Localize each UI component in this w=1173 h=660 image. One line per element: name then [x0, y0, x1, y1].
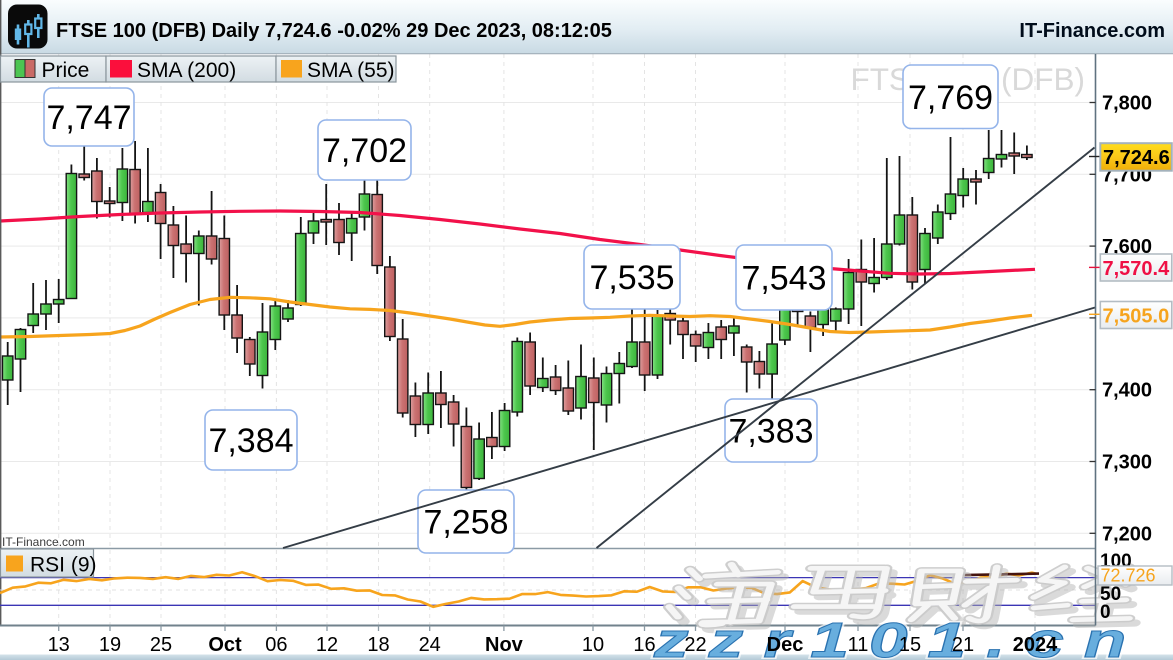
svg-text:7,258: 7,258	[423, 504, 508, 542]
svg-text:12: 12	[316, 634, 338, 656]
svg-text:zzr101.cn: zzr101.cn	[653, 613, 1146, 660]
svg-text:7,702: 7,702	[322, 132, 407, 170]
svg-text:0: 0	[1100, 602, 1111, 623]
svg-text:19: 19	[99, 634, 121, 656]
svg-text:16: 16	[633, 634, 655, 656]
svg-text:Nov: Nov	[485, 634, 524, 656]
svg-text:SMA (55): SMA (55)	[307, 59, 395, 82]
svg-text:06: 06	[265, 634, 287, 656]
svg-text:21: 21	[952, 634, 974, 656]
svg-text:7,747: 7,747	[46, 99, 131, 137]
svg-text:SMA (200): SMA (200)	[137, 59, 236, 82]
svg-text:25: 25	[150, 634, 172, 656]
svg-text:18: 18	[367, 634, 389, 656]
svg-text:50: 50	[1100, 584, 1121, 605]
svg-text:10: 10	[582, 634, 604, 656]
svg-text:7,724.6: 7,724.6	[1103, 147, 1170, 169]
svg-text:Oct: Oct	[208, 634, 242, 656]
svg-text:15: 15	[899, 634, 921, 656]
svg-text:Price: Price	[42, 59, 90, 82]
svg-text:24: 24	[419, 634, 441, 656]
svg-text:11: 11	[848, 634, 869, 656]
svg-text:13: 13	[48, 634, 70, 656]
svg-text:7,769: 7,769	[908, 79, 993, 117]
svg-text:7,535: 7,535	[589, 259, 674, 297]
svg-text:zzr101.cn: zzr101.cn	[653, 613, 1146, 660]
svg-text:7,800: 7,800	[1102, 93, 1152, 115]
svg-text:7,505.0: 7,505.0	[1103, 306, 1170, 328]
svg-text:Dec: Dec	[767, 634, 804, 656]
svg-text:FTSE 100 (DFB) Daily 7,724.6 -: FTSE 100 (DFB) Daily 7,724.6 -0.02% 29 D…	[56, 20, 612, 42]
svg-text:7,400: 7,400	[1102, 380, 1152, 402]
svg-text:IT-Finance.com: IT-Finance.com	[1019, 20, 1165, 42]
svg-text:7,200: 7,200	[1102, 523, 1152, 545]
svg-text:22: 22	[684, 634, 706, 656]
svg-text:7,300: 7,300	[1102, 452, 1152, 474]
svg-text:7,543: 7,543	[741, 260, 826, 298]
svg-text:RSI (9): RSI (9)	[30, 554, 97, 577]
svg-text:72.726: 72.726	[1101, 566, 1156, 586]
svg-text:7,570.4: 7,570.4	[1103, 258, 1171, 280]
svg-text:2024: 2024	[1013, 634, 1058, 656]
svg-text:7,600: 7,600	[1102, 236, 1152, 258]
svg-text:7,384: 7,384	[208, 422, 293, 460]
svg-text:IT-Finance.com: IT-Finance.com	[2, 535, 85, 549]
